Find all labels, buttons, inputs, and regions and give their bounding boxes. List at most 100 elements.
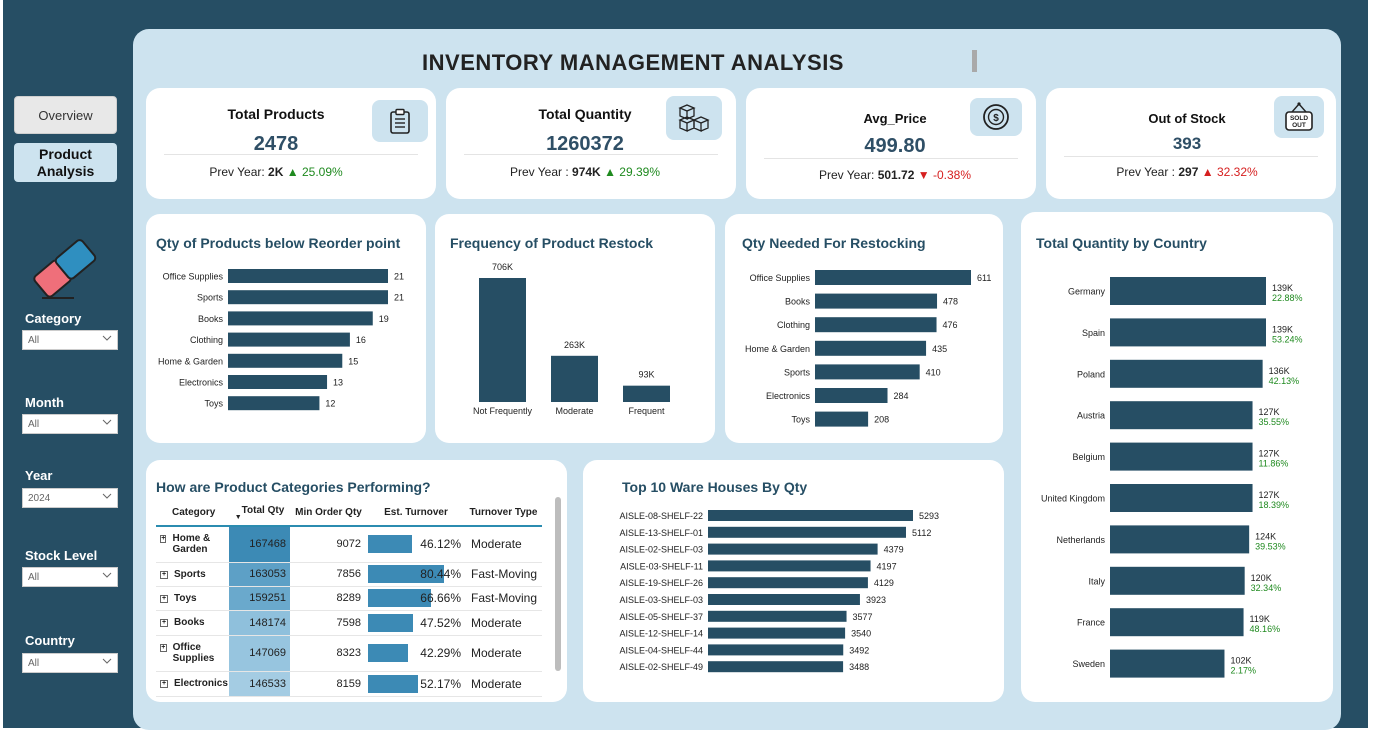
arrow-up-icon: ▲ bbox=[604, 165, 616, 179]
turnover-value: 47.52% bbox=[420, 615, 461, 630]
bar[interactable] bbox=[708, 560, 871, 572]
bar[interactable] bbox=[815, 340, 927, 356]
table-row[interactable]: + Office Supplies 147069 8323 42.29% Moderate bbox=[156, 635, 542, 672]
expand-icon[interactable]: + bbox=[160, 594, 168, 603]
growth-label: 48.16% bbox=[1250, 624, 1281, 634]
kpi-prev-value: 297 bbox=[1178, 165, 1199, 179]
nav-product-analysis-button[interactable]: Product Analysis bbox=[14, 143, 117, 182]
bar[interactable] bbox=[815, 293, 938, 309]
turnover-value: 46.12% bbox=[420, 537, 461, 552]
year-slicer[interactable]: 2024 bbox=[22, 488, 118, 508]
table-row[interactable]: + Sports 163053 7856 80.44% Fast-Moving bbox=[156, 562, 542, 587]
category-label: Electronics bbox=[766, 391, 811, 401]
table-row[interactable]: + Electronics 146533 8159 52.17% Moderate bbox=[156, 671, 542, 697]
data-label: 3492 bbox=[849, 645, 869, 655]
bar[interactable] bbox=[1110, 277, 1266, 305]
expand-icon[interactable]: + bbox=[160, 644, 167, 652]
expand-icon[interactable]: + bbox=[160, 570, 168, 579]
column-header-turnover-type[interactable]: Turnover Type bbox=[465, 500, 542, 527]
bar[interactable] bbox=[815, 270, 971, 285]
bar[interactable] bbox=[708, 526, 906, 538]
bar[interactable] bbox=[815, 388, 888, 403]
bar[interactable] bbox=[1110, 566, 1245, 595]
bar[interactable] bbox=[708, 594, 860, 605]
bar[interactable] bbox=[228, 311, 373, 326]
bar[interactable] bbox=[708, 661, 844, 673]
category-name: Sports bbox=[174, 568, 206, 580]
bar[interactable] bbox=[708, 644, 844, 656]
data-label: 136K bbox=[1269, 366, 1290, 376]
category-label: Sports bbox=[197, 293, 224, 303]
kpi-change: -0.38% bbox=[932, 168, 972, 182]
category-name: Electronics bbox=[174, 678, 228, 689]
bar[interactable] bbox=[815, 411, 869, 427]
country-slicer[interactable]: All bbox=[22, 653, 118, 673]
category-label: Moderate bbox=[555, 406, 593, 416]
column-header-category[interactable]: Category bbox=[156, 500, 229, 527]
bar[interactable] bbox=[1110, 649, 1225, 678]
column-bar[interactable] bbox=[479, 278, 526, 402]
bar[interactable] bbox=[228, 396, 320, 411]
table-scrollbar[interactable] bbox=[555, 497, 561, 671]
column-header-total-qty[interactable]: ▼Total Qty bbox=[229, 500, 290, 527]
kpi-change: 32.32% bbox=[1216, 165, 1258, 179]
bar[interactable] bbox=[1110, 608, 1244, 637]
bar[interactable] bbox=[1110, 442, 1253, 471]
data-label: 284 bbox=[894, 391, 909, 401]
kpi-change: 29.39% bbox=[619, 165, 660, 179]
bar[interactable] bbox=[228, 290, 388, 305]
chart-card-restock-frequency: Frequency of Product Restock 706K Not Fre… bbox=[435, 214, 715, 443]
table-row[interactable]: + Toys 159251 8289 66.66% Fast-Moving bbox=[156, 586, 542, 611]
category-performance-table: Category ▼Total Qty Min Order Qty Est. T… bbox=[156, 500, 542, 697]
bar[interactable] bbox=[1110, 484, 1253, 512]
expand-icon[interactable]: + bbox=[160, 619, 168, 627]
bar[interactable] bbox=[228, 332, 350, 347]
kpi-prev-year: Prev Year: 2K ▲ 25.09% bbox=[131, 165, 421, 179]
stock-level-slicer[interactable]: All bbox=[22, 567, 118, 587]
bar[interactable] bbox=[815, 364, 920, 380]
bar[interactable] bbox=[1110, 359, 1263, 388]
cell-category: + Home & Garden bbox=[156, 526, 229, 563]
restocking-qty-bar-chart: Office Supplies 611 Books 478 Clothing 476 Hom… bbox=[745, 270, 991, 427]
boxes-icon bbox=[666, 96, 722, 140]
bar[interactable] bbox=[228, 269, 388, 283]
category-label: Sweden bbox=[1072, 659, 1105, 669]
bar[interactable] bbox=[1110, 401, 1253, 430]
column-header-est-turnover[interactable]: Est. Turnover bbox=[367, 500, 465, 527]
bar[interactable] bbox=[708, 510, 913, 521]
kpi-prev-value: 2K bbox=[268, 165, 284, 179]
chart-card-warehouses: Top 10 Ware Houses By Qty AISLE-08-SHELF… bbox=[583, 460, 1004, 702]
bar[interactable] bbox=[708, 543, 878, 555]
bar[interactable] bbox=[708, 610, 847, 622]
data-label: 208 bbox=[874, 415, 889, 425]
eraser-icon[interactable] bbox=[28, 234, 100, 304]
category-label: Spain bbox=[1082, 328, 1105, 338]
kpi-value: 1260372 bbox=[546, 133, 624, 155]
cell-est-turnover: 80.44% bbox=[367, 562, 465, 587]
bar[interactable] bbox=[1110, 525, 1250, 554]
kpi-title: Total Quantity bbox=[538, 106, 632, 122]
cell-turnover-type: Moderate bbox=[465, 671, 542, 697]
category-label: AISLE-12-SHELF-14 bbox=[619, 629, 703, 639]
month-slicer[interactable]: All bbox=[22, 414, 118, 434]
nav-overview-button[interactable]: Overview bbox=[14, 96, 117, 134]
cell-total-qty: 148174 bbox=[229, 610, 290, 636]
bar[interactable] bbox=[1110, 318, 1266, 347]
bar[interactable] bbox=[708, 627, 846, 639]
chart-card-country: Total Quantity by Country Germany 139K 22.… bbox=[1021, 212, 1333, 702]
table-row[interactable]: + Home & Garden 167468 9072 46.12% Moderate bbox=[156, 526, 542, 563]
data-label: 12 bbox=[325, 399, 335, 409]
bar[interactable] bbox=[228, 353, 343, 368]
column-bar[interactable] bbox=[551, 355, 598, 402]
column-bar[interactable] bbox=[623, 385, 670, 402]
cell-min-order-qty: 8323 bbox=[290, 635, 367, 672]
table-row[interactable]: + Books 148174 7598 47.52% Moderate bbox=[156, 610, 542, 636]
expand-icon[interactable]: + bbox=[160, 535, 167, 544]
bar[interactable] bbox=[228, 375, 328, 389]
category-slicer[interactable]: All bbox=[22, 330, 118, 350]
bar[interactable] bbox=[815, 317, 937, 333]
column-header-min-order-qty[interactable]: Min Order Qty bbox=[290, 500, 367, 527]
expand-icon[interactable]: + bbox=[160, 680, 168, 688]
bar[interactable] bbox=[708, 577, 868, 589]
cell-total-qty: 167468 bbox=[229, 526, 290, 563]
